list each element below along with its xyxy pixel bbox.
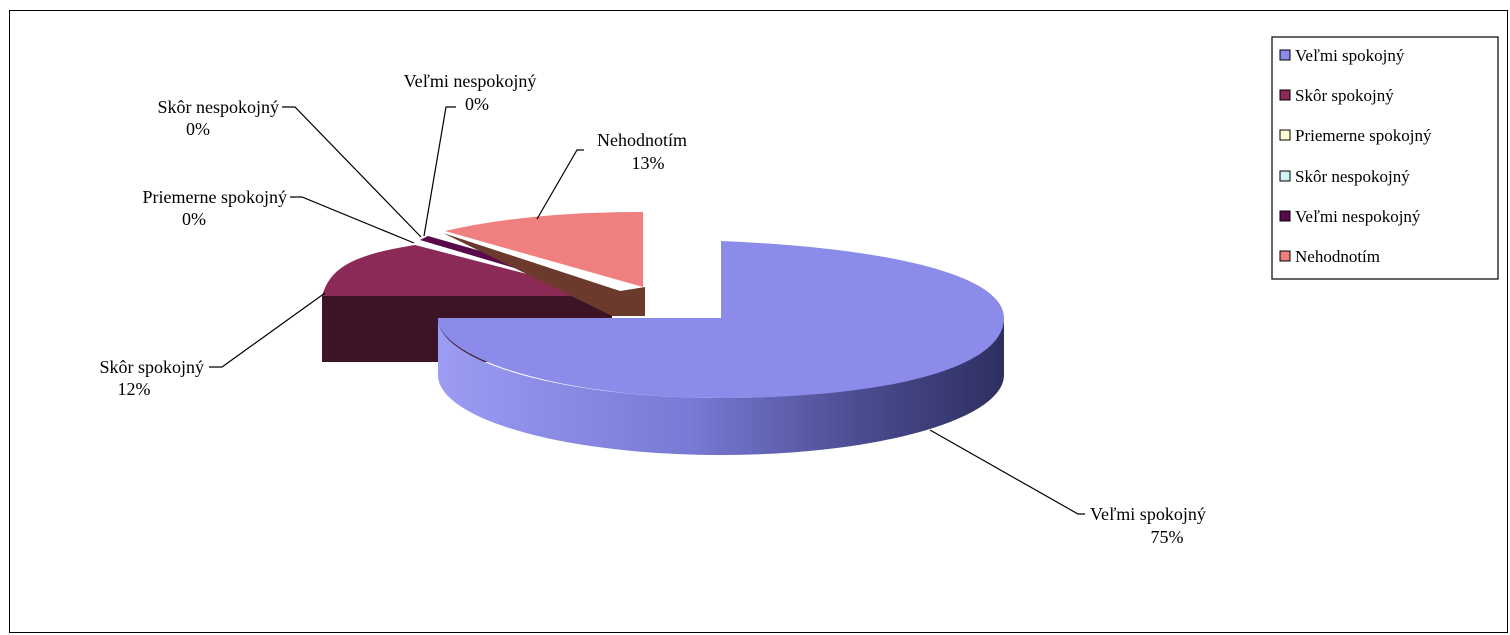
data-label-skor-spokojny-value: 12% <box>118 379 151 399</box>
legend-label-skor-nespokojny: Skôr nespokojný <box>1295 167 1410 186</box>
data-label-velmi-spokojny-name: Veľmi spokojný <box>1090 504 1206 524</box>
data-label-priemerne-name: Priemerne spokojný <box>143 187 287 207</box>
data-label-velmi-nespokojny-name: Veľmi nespokojný <box>404 71 537 91</box>
data-label-velmi-nespokojny-value: 0% <box>465 94 489 114</box>
legend: Veľmi spokojný Skôr spokojný Priemerne s… <box>1271 36 1499 280</box>
slice-velmi-spokojny-top <box>438 241 1004 398</box>
legend-swatch-skor-spokojny <box>1279 89 1291 101</box>
data-label-nehodnotim-name: Nehodnotím <box>597 130 687 150</box>
slice-nehodnotim-top <box>445 212 643 287</box>
legend-label-velmi-spokojny: Veľmi spokojný <box>1295 46 1405 65</box>
leader-line-skor-spokojny <box>209 292 326 368</box>
data-label-priemerne-value: 0% <box>182 209 206 229</box>
legend-swatch-velmi-spokojny <box>1279 49 1291 61</box>
leader-line-velmi-nespokojny <box>423 106 456 237</box>
legend-swatch-skor-nespokojny <box>1279 170 1291 182</box>
slice-velmi-spokojny-side <box>438 318 1005 456</box>
data-label-nehodnotim-value: 13% <box>632 153 665 173</box>
data-label-skor-nespokojny-name: Skôr nespokojný <box>158 97 280 117</box>
data-label-skor-spokojny-name: Skôr spokojný <box>99 357 204 377</box>
legend-swatch-priemerne <box>1279 129 1291 141</box>
legend-label-priemerne: Priemerne spokojný <box>1295 126 1432 145</box>
slice-velmi-spokojny <box>438 241 1005 456</box>
legend-swatch-nehodnotim <box>1279 250 1291 262</box>
leader-line-skor-nespokojny <box>282 106 422 238</box>
legend-box <box>1271 36 1499 280</box>
data-label-velmi-spokojny-value: 75% <box>1151 527 1184 547</box>
slice-nehodnotim-side <box>620 287 645 316</box>
slice-skor-spokojny-top <box>322 245 612 296</box>
legend-swatch-velmi-nespokojny <box>1279 210 1291 222</box>
legend-label-skor-spokojny: Skôr spokojný <box>1295 86 1394 105</box>
leader-line-nehodnotim <box>536 149 584 220</box>
legend-label-nehodnotim: Nehodnotím <box>1295 247 1380 266</box>
data-label-skor-nespokojny-value: 0% <box>186 119 210 139</box>
leader-line-velmi-spokojny <box>929 429 1085 515</box>
legend-label-velmi-nespokojny: Veľmi nespokojný <box>1295 207 1421 226</box>
slice-nehodnotim <box>443 212 645 316</box>
leader-line-priemerne <box>290 196 415 244</box>
